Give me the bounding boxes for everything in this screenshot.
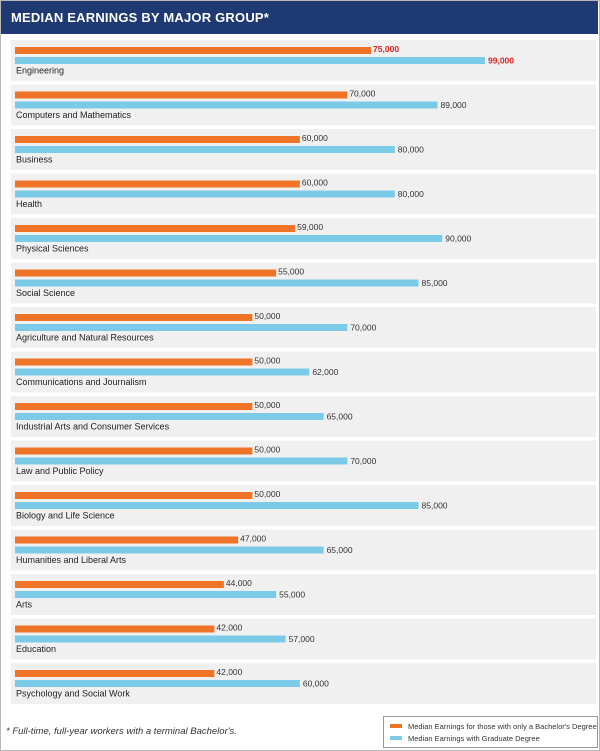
category-label-humanities-and-liberal-arts: Humanities and Liberal Arts (16, 555, 127, 565)
value-label-graduate-arts: 55,000 (279, 590, 305, 600)
bar-bachelor-biology-and-life-science (15, 492, 253, 499)
bar-graduate-law-and-public-policy (15, 457, 348, 465)
value-label-graduate-communications-and-journalism: 62,000 (312, 367, 338, 377)
value-label-graduate-humanities-and-liberal-arts: 65,000 (327, 545, 353, 555)
value-label-graduate-computers-and-mathematics: 89,000 (441, 100, 467, 110)
legend-swatch-graduate (390, 736, 402, 740)
value-label-graduate-psychology-and-social-work: 60,000 (303, 679, 329, 689)
bar-bachelor-law-and-public-policy (15, 447, 253, 455)
value-label-graduate-engineering: 99,000 (488, 56, 514, 66)
category-label-industrial-arts-and-consumer-services: Industrial Arts and Consumer Services (16, 422, 170, 432)
category-label-physical-sciences: Physical Sciences (16, 244, 89, 254)
bar-bachelor-engineering (15, 47, 372, 54)
legend-item-bachelor: Median Earnings for those with only a Ba… (390, 721, 597, 731)
legend-label-graduate: Median Earnings with Graduate Degree (408, 733, 540, 743)
value-label-bachelor-biology-and-life-science: 50,000 (254, 489, 280, 499)
legend-label-bachelor: Median Earnings for those with only a Ba… (408, 721, 597, 731)
category-label-communications-and-journalism: Communications and Journalism (16, 377, 147, 387)
footnote: * Full-time, full-year workers with a te… (6, 726, 237, 737)
bar-bachelor-communications-and-journalism (15, 358, 253, 366)
legend-swatch-bachelor (390, 724, 402, 728)
bar-graduate-agriculture-and-natural-resources (15, 324, 348, 331)
value-label-graduate-physical-sciences: 90,000 (445, 234, 471, 244)
value-label-graduate-law-and-public-policy: 70,000 (350, 456, 376, 466)
bar-graduate-engineering (15, 57, 485, 64)
value-label-graduate-agriculture-and-natural-resources: 70,000 (350, 323, 376, 333)
bar-bachelor-computers-and-mathematics (15, 91, 348, 99)
category-label-psychology-and-social-work: Psychology and Social Work (16, 689, 130, 699)
bar-bachelor-health (15, 180, 300, 188)
bar-graduate-physical-sciences (15, 235, 443, 242)
category-label-law-and-public-policy: Law and Public Policy (16, 466, 104, 476)
value-label-bachelor-agriculture-and-natural-resources: 50,000 (254, 311, 280, 321)
value-label-bachelor-education: 42,000 (216, 623, 242, 633)
category-label-social-science: Social Science (16, 288, 75, 298)
bar-bachelor-industrial-arts-and-consumer-services (15, 403, 253, 410)
bar-chart: 75,000 99,000 Engineering 70,000 89,000 Compu… (11, 40, 596, 704)
value-label-bachelor-social-science: 55,000 (278, 267, 304, 277)
bar-bachelor-humanities-and-liberal-arts (15, 536, 239, 544)
bar-bachelor-arts (15, 581, 224, 588)
chart-title: MEDIAN EARNINGS BY MAJOR GROUP* (11, 10, 270, 25)
value-label-bachelor-industrial-arts-and-consumer-services: 50,000 (254, 400, 280, 410)
chart-header: MEDIAN EARNINGS BY MAJOR GROUP* (1, 1, 598, 34)
value-label-graduate-health: 80,000 (398, 189, 424, 199)
value-label-graduate-social-science: 85,000 (422, 278, 448, 288)
value-label-bachelor-law-and-public-policy: 50,000 (254, 445, 280, 455)
category-label-arts: Arts (16, 600, 33, 610)
category-label-business: Business (16, 155, 53, 165)
bar-graduate-arts (15, 591, 277, 598)
bar-bachelor-social-science (15, 269, 277, 277)
category-label-education: Education (16, 644, 56, 654)
value-label-graduate-business: 80,000 (398, 145, 424, 155)
category-label-biology-and-life-science: Biology and Life Science (16, 511, 115, 521)
value-label-bachelor-computers-and-mathematics: 70,000 (349, 89, 375, 99)
bar-graduate-education (15, 635, 286, 643)
legend: Median Earnings for those with only a Ba… (383, 716, 598, 748)
bar-graduate-social-science (15, 279, 419, 287)
value-label-bachelor-business: 60,000 (302, 133, 328, 143)
value-label-graduate-biology-and-life-science: 85,000 (422, 501, 448, 511)
bar-graduate-communications-and-journalism (15, 368, 310, 376)
bar-graduate-business (15, 146, 395, 153)
value-label-bachelor-psychology-and-social-work: 42,000 (216, 667, 242, 677)
value-label-bachelor-communications-and-journalism: 50,000 (254, 356, 280, 366)
bar-graduate-computers-and-mathematics (15, 101, 438, 109)
value-label-graduate-industrial-arts-and-consumer-services: 65,000 (327, 412, 353, 422)
bar-bachelor-psychology-and-social-work (15, 670, 215, 677)
bar-bachelor-business (15, 136, 300, 143)
bar-graduate-humanities-and-liberal-arts (15, 546, 324, 554)
legend-item-graduate: Median Earnings with Graduate Degree (390, 733, 540, 743)
bar-graduate-psychology-and-social-work (15, 680, 300, 687)
category-label-computers-and-mathematics: Computers and Mathematics (16, 110, 132, 120)
bar-graduate-biology-and-life-science (15, 502, 419, 509)
category-label-health: Health (16, 199, 42, 209)
bar-graduate-health (15, 190, 395, 198)
category-label-agriculture-and-natural-resources: Agriculture and Natural Resources (16, 333, 154, 343)
bar-bachelor-agriculture-and-natural-resources (15, 314, 253, 321)
bar-graduate-industrial-arts-and-consumer-services (15, 413, 324, 420)
value-label-bachelor-humanities-and-liberal-arts: 47,000 (240, 534, 266, 544)
value-label-bachelor-health: 60,000 (302, 178, 328, 188)
value-label-bachelor-physical-sciences: 59,000 (297, 222, 323, 232)
category-label-engineering: Engineering (16, 66, 64, 76)
value-label-graduate-education: 57,000 (289, 634, 315, 644)
value-label-bachelor-engineering: 75,000 (373, 44, 399, 54)
bar-bachelor-physical-sciences (15, 225, 296, 232)
bar-bachelor-education (15, 625, 215, 633)
value-label-bachelor-arts: 44,000 (226, 578, 252, 588)
